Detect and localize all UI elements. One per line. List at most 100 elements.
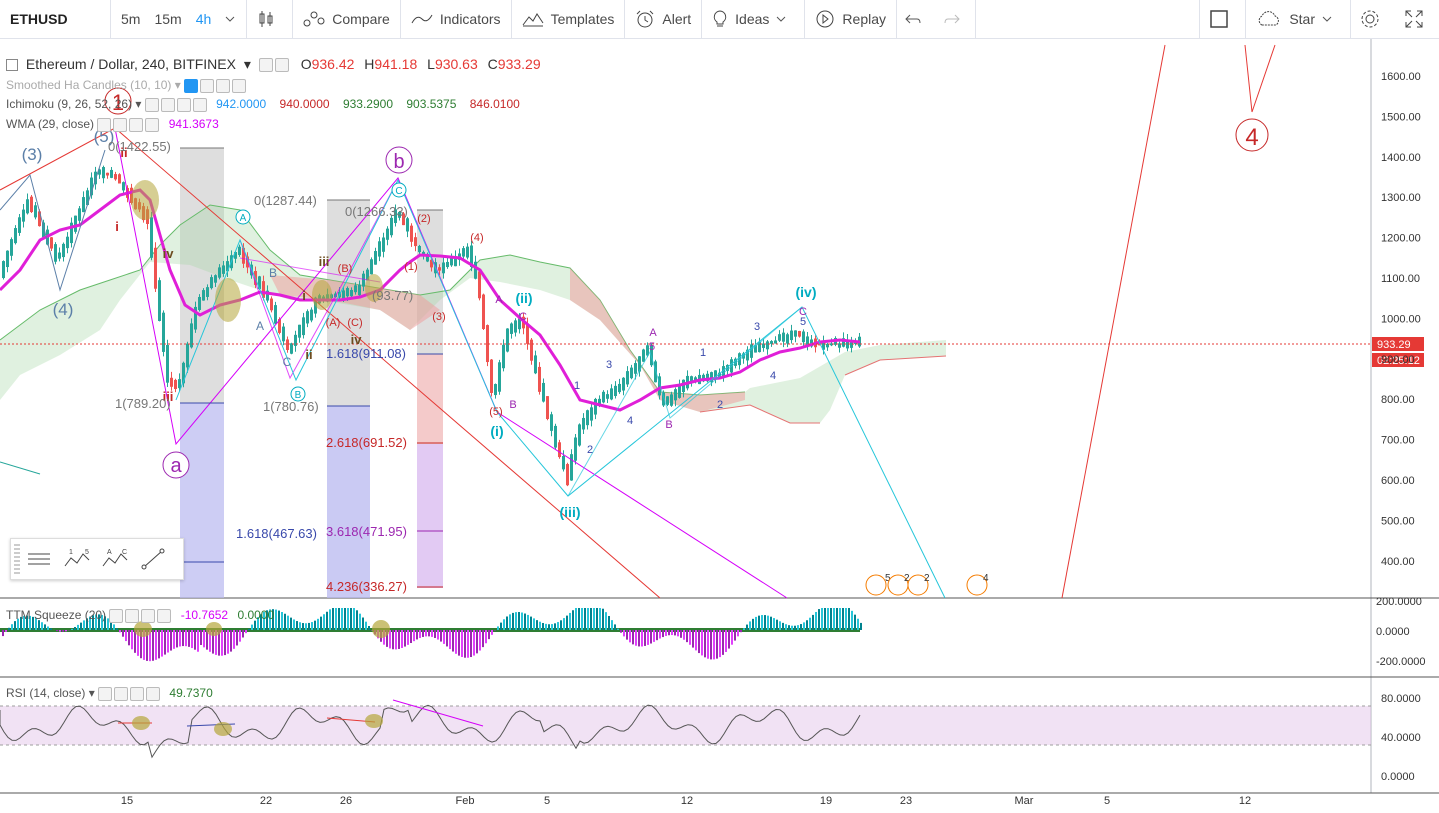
settings-icon[interactable]	[125, 608, 140, 623]
time-axis[interactable]: 15 22 26 Feb 5 12 19 23 Mar 5 12	[121, 795, 1251, 807]
ttm-bar	[803, 622, 805, 630]
ichimoku-value: 933.2900	[342, 97, 393, 111]
event-flag-icon[interactable]	[907, 574, 929, 596]
candle-body	[662, 392, 665, 406]
eye-icon[interactable]	[97, 117, 112, 132]
wave-label: (4)	[53, 300, 74, 319]
eye-icon[interactable]	[109, 608, 124, 623]
ttm-bar	[65, 630, 67, 632]
ttm-bar	[437, 630, 439, 640]
ttm-bar	[530, 616, 532, 630]
eye-icon[interactable]	[144, 97, 159, 112]
drag-handle[interactable]	[14, 544, 20, 574]
close-icon[interactable]	[232, 78, 247, 93]
event-flag-icon[interactable]	[966, 574, 988, 596]
close-icon[interactable]	[192, 97, 207, 112]
star-button[interactable]: Star	[1246, 0, 1350, 38]
ttm-bar	[365, 621, 367, 630]
compare-button[interactable]: Compare	[293, 0, 400, 38]
templates-button[interactable]: Templates	[512, 0, 625, 38]
chevron-down-icon[interactable]: ▾	[243, 56, 251, 72]
rsi-legend[interactable]: RSI (14, close) ▾ 49.7370	[6, 686, 213, 701]
candle-body	[406, 218, 409, 232]
candle-body	[502, 344, 505, 369]
timeframe-5m[interactable]: 5m	[121, 11, 141, 27]
fib-label: 1.618(467.63)	[236, 526, 317, 541]
ttm-tick: -200.0000	[1376, 656, 1426, 668]
settings-icon[interactable]	[160, 97, 175, 112]
candle-body	[50, 237, 53, 249]
brackets-icon[interactable]	[176, 97, 191, 112]
redo-button[interactable]	[936, 0, 975, 38]
candle-body	[578, 424, 581, 446]
ttm-bar	[785, 624, 787, 630]
price-tick: 1200.00	[1381, 233, 1421, 245]
close-icon[interactable]	[157, 608, 172, 623]
brush-tool-button[interactable]	[20, 543, 58, 575]
ttm-value: 0.0000	[237, 608, 275, 622]
replay-button[interactable]: Replay	[805, 0, 896, 38]
ttm-bar	[224, 630, 226, 656]
svg-text:5: 5	[85, 549, 89, 556]
undo-button[interactable]	[897, 0, 936, 38]
brackets-icon[interactable]	[129, 117, 144, 132]
eye-icon[interactable]	[184, 78, 199, 93]
ttm-bar	[242, 630, 244, 638]
price-tick: 1000.00	[1381, 313, 1421, 325]
current-price-tag	[1372, 337, 1424, 351]
timeframe-4h[interactable]: 4h	[195, 11, 212, 27]
ttm-bar	[644, 630, 646, 646]
candle-style-button[interactable]	[247, 0, 292, 38]
indicators-button[interactable]: Indicators	[401, 0, 511, 38]
settings-icon[interactable]	[200, 78, 215, 93]
candle-body	[198, 296, 201, 310]
candle-body	[14, 228, 17, 244]
fullscreen-button[interactable]	[1396, 0, 1439, 38]
ttm-legend[interactable]: TTM Squeeze (20) -10.7652 0.0000	[6, 608, 274, 623]
ttm-bar	[38, 620, 40, 630]
candle-body	[218, 267, 221, 278]
price-axis[interactable]: 1600.00 1500.00 1400.00 1300.00 1200.00 1100.…	[1376, 71, 1426, 783]
timeframe-dropdown-icon[interactable]	[221, 0, 246, 38]
trendline-tool-button[interactable]	[134, 543, 172, 575]
alert-button[interactable]: Alert	[625, 0, 701, 38]
settings-icon[interactable]	[274, 58, 289, 73]
fullscreen-square-button[interactable]	[1200, 0, 1245, 38]
smoothed-ha-legend[interactable]: Smoothed Ha Candles (10, 10) ▾	[6, 78, 248, 93]
ichimoku-legend[interactable]: Ichimoku (9, 26, 52, 26) ▾ 942.0000 940.…	[6, 97, 520, 112]
fib-label: 1(780.76)	[263, 399, 319, 414]
brackets-icon[interactable]	[141, 608, 156, 623]
symbol-search[interactable]: ETHUSD	[10, 11, 68, 27]
close-icon[interactable]	[146, 686, 161, 701]
ttm-bar	[395, 630, 397, 650]
chevron-down-icon	[777, 16, 786, 22]
collapse-icon[interactable]	[6, 59, 18, 72]
settings-icon[interactable]	[113, 117, 128, 132]
ttm-bar	[755, 616, 757, 630]
ttm-bar	[149, 630, 151, 662]
close-icon[interactable]	[145, 117, 160, 132]
eye-icon[interactable]	[98, 686, 113, 701]
wma-legend[interactable]: WMA (29, close) 941.3673	[6, 117, 219, 132]
settings-button[interactable]	[1351, 0, 1396, 38]
ideas-button[interactable]: Ideas	[702, 0, 804, 38]
event-flag-icon[interactable]	[865, 574, 887, 596]
add-icon[interactable]	[130, 686, 145, 701]
settings-icon[interactable]	[114, 686, 129, 701]
event-markers[interactable]: 5 2 2 4	[865, 573, 989, 596]
eye-icon[interactable]	[258, 58, 273, 73]
ichimoku-value: 903.5375	[406, 97, 457, 111]
wave-line-magenta	[114, 127, 788, 599]
candle-body	[510, 323, 513, 334]
candle-body	[626, 371, 629, 385]
timeframe-15m[interactable]: 15m	[154, 11, 182, 27]
ttm-bar	[353, 608, 355, 630]
wave-label: A	[495, 294, 503, 306]
candle-body	[122, 182, 125, 191]
candle-body	[646, 345, 649, 356]
brackets-icon[interactable]	[216, 78, 231, 93]
